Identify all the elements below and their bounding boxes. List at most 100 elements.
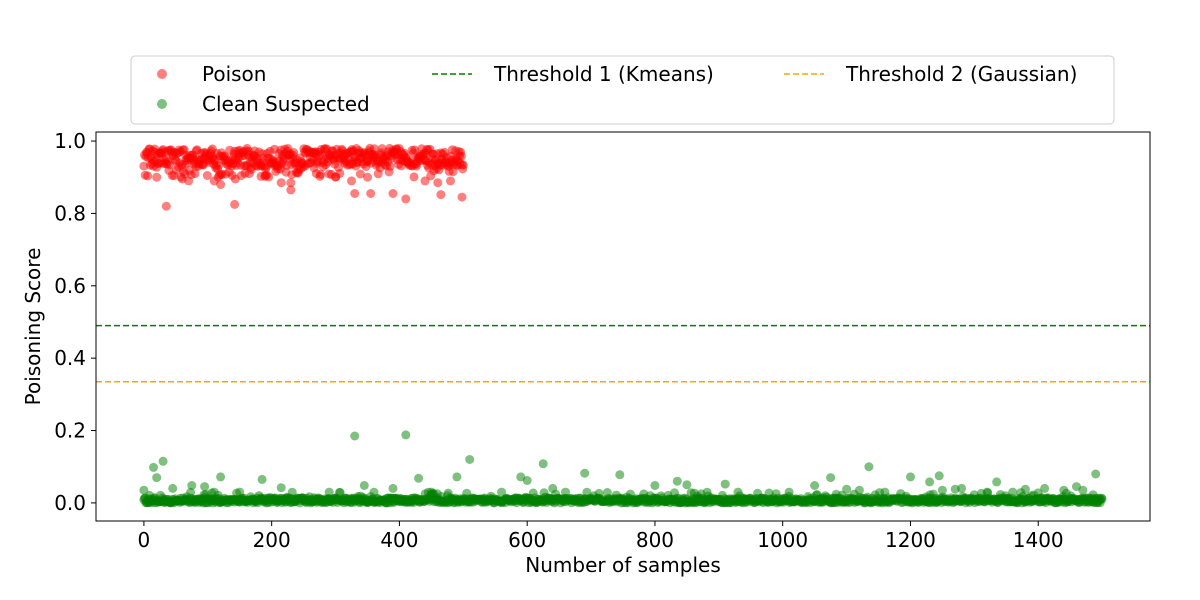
data-point xyxy=(276,483,286,493)
data-point xyxy=(457,192,467,202)
data-point xyxy=(257,474,267,484)
data-point xyxy=(409,172,419,182)
data-point xyxy=(1040,483,1050,493)
y-tick-label: 0.8 xyxy=(54,201,86,225)
data-point xyxy=(426,487,436,497)
data-point xyxy=(216,472,226,482)
data-point xyxy=(152,172,162,182)
data-point xyxy=(516,472,526,482)
data-point xyxy=(1008,487,1018,497)
series-0 xyxy=(139,143,468,211)
data-point xyxy=(906,472,915,482)
data-point xyxy=(810,481,820,490)
x-tick-label: 600 xyxy=(508,528,546,552)
data-point xyxy=(548,483,558,493)
data-point xyxy=(388,483,398,493)
data-point xyxy=(436,190,446,200)
data-point xyxy=(650,481,660,490)
legend-label: Threshold 2 (Gaussian) xyxy=(845,62,1077,86)
data-point xyxy=(925,477,935,487)
data-point xyxy=(347,176,356,186)
x-axis-label: Number of samples xyxy=(525,553,720,577)
data-point xyxy=(1059,485,1069,495)
data-point xyxy=(286,185,296,195)
data-point xyxy=(446,176,455,186)
data-point xyxy=(158,456,168,466)
data-point xyxy=(992,477,1002,487)
data-point xyxy=(452,472,462,482)
data-point xyxy=(410,145,420,155)
data-point xyxy=(359,481,369,490)
data-point xyxy=(139,485,149,495)
data-point xyxy=(458,160,468,170)
series-1 xyxy=(139,430,1107,508)
data-point xyxy=(842,484,852,494)
legend: Poison Clean Suspected Threshold 1 (Kmeans… xyxy=(130,55,1115,125)
x-tick-label: 200 xyxy=(253,528,291,552)
data-point xyxy=(216,180,226,189)
data-point xyxy=(880,487,890,497)
data-point xyxy=(202,171,212,180)
data-point xyxy=(456,151,466,161)
legend-label: Threshold 1 (Kmeans) xyxy=(493,62,714,86)
data-point xyxy=(324,487,334,497)
y-tick-label: 0.4 xyxy=(54,346,86,370)
data-point xyxy=(733,487,743,497)
data-point xyxy=(287,487,297,497)
y-tick-label: 1.0 xyxy=(54,129,86,153)
legend-marker xyxy=(157,69,167,79)
y-axis-label: Poisoning Score xyxy=(21,248,45,406)
data-point xyxy=(190,169,200,179)
data-point xyxy=(433,178,443,188)
data-point xyxy=(401,430,411,440)
data-point xyxy=(311,169,321,179)
data-point xyxy=(561,487,570,497)
data-point xyxy=(355,169,365,179)
data-point xyxy=(672,476,682,486)
y-tick-label: 0.2 xyxy=(54,419,86,443)
data-point xyxy=(143,171,153,181)
data-point xyxy=(385,161,395,171)
axis-layer: 0 200 400 600 800 1000 1200 1400 0.0 0.2 0.4 0.6 0.8… xyxy=(54,129,1063,552)
data-point xyxy=(235,487,245,497)
data-point xyxy=(366,189,376,198)
legend-box xyxy=(130,55,1115,125)
x-tick-label: 400 xyxy=(380,528,418,552)
data-point xyxy=(200,482,210,492)
x-tick-label: 1400 xyxy=(1013,528,1064,552)
x-tick-label: 0 xyxy=(138,528,151,552)
data-point xyxy=(1020,484,1030,494)
data-point xyxy=(276,178,286,188)
data-point xyxy=(1091,469,1101,479)
data-point xyxy=(615,470,625,480)
data-point xyxy=(937,485,947,495)
data-point xyxy=(982,487,992,497)
legend-marker xyxy=(157,99,167,109)
data-point xyxy=(1072,482,1081,492)
data-point xyxy=(720,479,730,489)
data-point xyxy=(152,473,162,483)
y-tick-label: 0.0 xyxy=(54,491,86,515)
data-point xyxy=(168,483,178,493)
data-point xyxy=(230,199,240,209)
data-point xyxy=(682,480,692,490)
data-point xyxy=(497,487,507,497)
data-point xyxy=(1097,494,1107,504)
data-point xyxy=(957,483,967,493)
plot-frame xyxy=(95,131,1151,522)
data-point xyxy=(230,174,240,184)
data-point xyxy=(388,189,398,198)
data-point xyxy=(350,431,360,441)
y-tick-label: 0.6 xyxy=(54,274,86,298)
data-point xyxy=(260,170,270,180)
x-tick-label: 1000 xyxy=(757,528,808,552)
x-tick-label: 1200 xyxy=(885,528,936,552)
data-point xyxy=(331,172,340,182)
data-point xyxy=(363,172,372,182)
data-point xyxy=(289,148,299,157)
data-point xyxy=(854,485,864,495)
legend-label: Clean Suspected xyxy=(202,92,370,116)
data-point xyxy=(580,468,590,478)
data-point xyxy=(184,176,194,186)
